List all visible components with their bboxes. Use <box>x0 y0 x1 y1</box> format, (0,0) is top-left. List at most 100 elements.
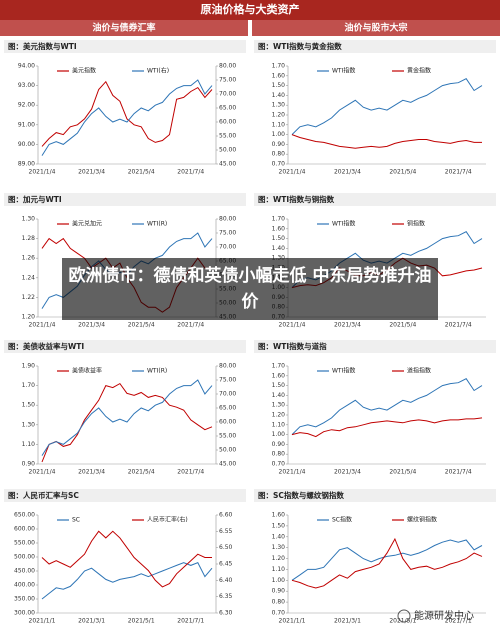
panel-title-bar <box>254 489 496 502</box>
y2-tick-label: 55.00 <box>219 133 236 140</box>
x-tick-label: 2021/7/4 <box>445 322 472 329</box>
watermark: 能源研发中心 <box>414 609 474 622</box>
chart-title: 图：WTI指数与铜指数 <box>258 194 335 204</box>
x-tick-label: 2021/1/4 <box>29 169 56 176</box>
y-tick-label: 1.70 <box>272 63 286 70</box>
y-tick-label: 1.60 <box>272 512 286 519</box>
legend-label: WTI(右) <box>147 67 169 75</box>
series-line <box>41 382 213 463</box>
subheader-title: 油价与股市大宗 <box>344 22 407 34</box>
chart-panel: 图：SC指数与螺纹钢指数 0.70 0.80 0.90 1.00 1.10 1.20 1.30… <box>254 489 496 625</box>
chart-panel: 图：WTI指数与黄金指数 0.70 0.80 0.90 1.00 1.10 1.20 1.30… <box>254 40 496 176</box>
x-tick-label: 2021/1/4 <box>29 322 56 329</box>
y2-tick-label: 55.00 <box>219 433 236 440</box>
x-tick-label: 2021/5/4 <box>128 322 155 329</box>
series-line <box>41 561 213 600</box>
legend-label: 铜指数 <box>407 220 425 228</box>
y-tick-label: 1.10 <box>272 121 286 128</box>
legend-label: 人民币汇率(右) <box>147 516 188 524</box>
y-tick-label: 1.50 <box>22 402 36 409</box>
series-line <box>41 530 212 588</box>
chart-panel: 图：WTI指数与道指 0.70 0.80 0.90 1.00 1.10 1.20 1.30 1.… <box>254 340 496 476</box>
chart-panel: 图：美债收益率与WTI 0.90 1.10 1.30 1.50 1.70 1.90 45.00… <box>4 340 246 476</box>
x-tick-label: 2021/5/4 <box>389 322 416 329</box>
y-tick-label: 1.10 <box>22 441 36 448</box>
x-tick-label: 2021/3/4 <box>78 469 105 476</box>
y2-tick-label: 6.55 <box>219 528 233 535</box>
y-tick-label: 650.00 <box>14 512 35 519</box>
x-tick-label: 2021/3/4 <box>334 169 361 176</box>
chart-title: 图：加元与WTI <box>8 194 62 204</box>
y-tick-label: 1.50 <box>272 382 286 389</box>
y-tick-label: 1.50 <box>272 235 286 242</box>
y-tick-label: 1.40 <box>272 392 286 399</box>
y2-tick-label: 80.00 <box>219 63 236 70</box>
x-tick-label: 2021/1/4 <box>279 469 306 476</box>
series-line <box>291 417 483 438</box>
y2-tick-label: 75.00 <box>219 77 236 84</box>
y2-tick-label: 6.60 <box>219 512 233 519</box>
y2-tick-label: 70.00 <box>219 244 236 251</box>
chart-title: 图：美债收益率与WTI <box>8 341 84 351</box>
y-tick-label: 91.00 <box>18 121 35 128</box>
panel-title-bar <box>254 340 496 353</box>
series-line <box>291 78 483 135</box>
y-tick-label: 90.00 <box>18 141 35 148</box>
y-tick-label: 0.70 <box>272 461 286 468</box>
y-tick-label: 300.00 <box>14 610 35 617</box>
y2-tick-label: 6.35 <box>219 593 233 600</box>
watermark-icon <box>397 609 411 623</box>
y-tick-label: 600.00 <box>14 526 35 533</box>
panel-title-bar <box>254 40 496 53</box>
x-tick-label: 2021/7/4 <box>177 469 204 476</box>
y-tick-label: 0.80 <box>272 151 286 158</box>
y2-tick-label: 70.00 <box>219 91 236 98</box>
legend-label: SC <box>72 517 80 524</box>
x-tick-label: 2021/7/4 <box>177 169 204 176</box>
chart-title: 图：SC指数与螺纹钢指数 <box>258 490 344 500</box>
y2-tick-label: 80.00 <box>219 363 236 370</box>
y-tick-label: 0.70 <box>272 161 286 168</box>
x-tick-label: 2021/7/1 <box>445 618 472 625</box>
x-tick-label: 2021/3/4 <box>334 469 361 476</box>
y-tick-label: 0.90 <box>22 461 36 468</box>
y2-tick-label: 65.00 <box>219 405 236 412</box>
x-tick-label: 2021/7/4 <box>177 322 204 329</box>
y-tick-label: 0.90 <box>272 141 286 148</box>
y-tick-label: 1.60 <box>272 72 286 79</box>
y2-tick-label: 6.30 <box>219 610 233 617</box>
y2-tick-label: 70.00 <box>219 391 236 398</box>
panel-title-bar <box>4 340 246 353</box>
y-tick-label: 1.22 <box>22 294 36 301</box>
y-tick-label: 1.20 <box>22 314 36 321</box>
y2-tick-label: 45.00 <box>219 461 236 468</box>
x-tick-label: 2021/5/4 <box>389 469 416 476</box>
y-tick-label: 94.00 <box>18 63 35 70</box>
series-line <box>41 80 213 147</box>
series-line <box>41 379 213 456</box>
y-tick-label: 1.00 <box>272 431 286 438</box>
y2-tick-label: 6.40 <box>219 577 233 584</box>
y-tick-label: 92.00 <box>18 102 35 109</box>
y-tick-label: 89.00 <box>18 161 35 168</box>
legend-label: 黄金指数 <box>407 67 431 75</box>
y-tick-label: 450.00 <box>14 568 35 575</box>
y-tick-label: 1.30 <box>272 102 286 109</box>
y-tick-label: 0.70 <box>272 610 286 617</box>
series-line <box>291 378 483 435</box>
y-tick-label: 500.00 <box>14 554 35 561</box>
x-tick-label: 2021/7/1 <box>177 618 204 625</box>
legend-label: 美元指数 <box>72 67 96 75</box>
chart-title: 图：美元指数与WTI <box>8 41 77 51</box>
x-tick-label: 2021/5/1 <box>128 618 155 625</box>
y-tick-label: 1.10 <box>272 566 286 573</box>
y2-tick-label: 45.00 <box>219 161 236 168</box>
y-tick-label: 1.20 <box>272 412 286 419</box>
subheader-bar <box>252 20 500 36</box>
x-tick-label: 2021/7/4 <box>445 169 472 176</box>
legend-label: 美元兑加元 <box>72 220 102 228</box>
y2-tick-label: 65.00 <box>219 105 236 112</box>
chart-title: 图：WTI指数与黄金指数 <box>258 41 342 51</box>
y2-tick-label: 75.00 <box>219 230 236 237</box>
